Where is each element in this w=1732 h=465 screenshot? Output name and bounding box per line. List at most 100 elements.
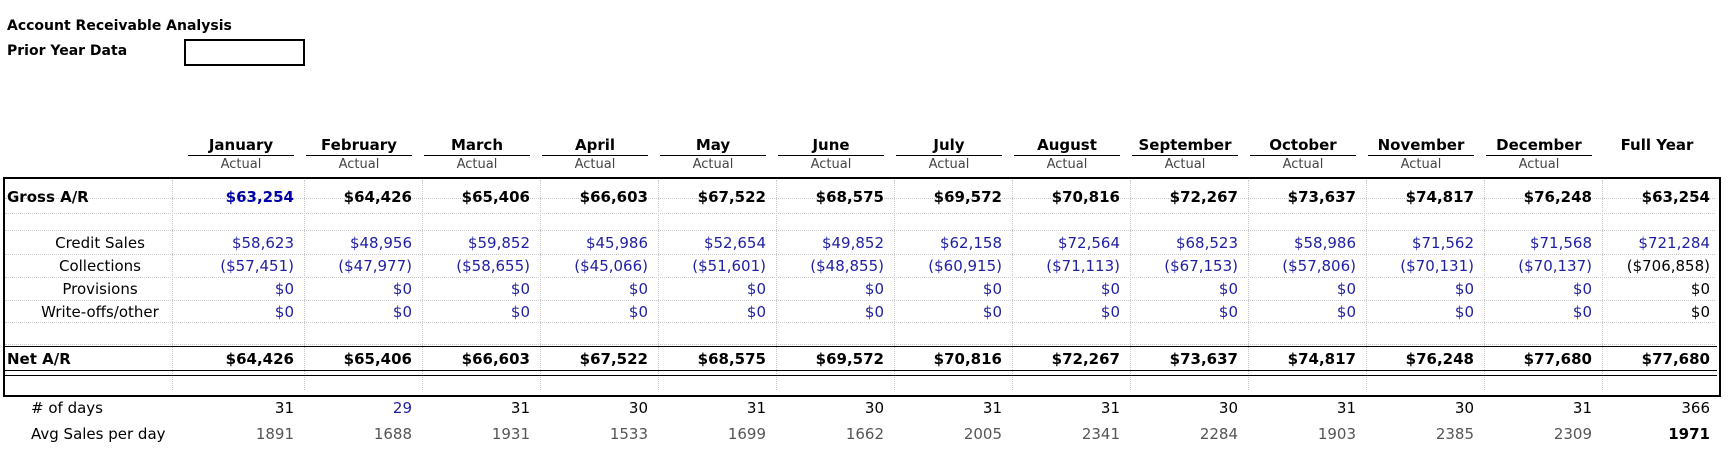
writeoffs-cell[interactable]: $0 <box>274 303 294 321</box>
credit-sales-cell[interactable]: $59,852 <box>467 234 530 252</box>
avg-sales-cell[interactable]: 2284 <box>1199 425 1238 443</box>
collections-cell[interactable]: ($71,113) <box>1046 257 1120 275</box>
collections-cell[interactable]: ($706,858) <box>1626 257 1710 275</box>
gross-cell[interactable]: $63,254 <box>1641 188 1710 206</box>
provisions-cell[interactable]: $0 <box>510 280 530 298</box>
avg-sales-cell[interactable]: 2385 <box>1435 425 1474 443</box>
provisions-cell[interactable]: $0 <box>628 280 648 298</box>
provisions-cell[interactable]: $0 <box>1454 280 1474 298</box>
gross-cell[interactable]: $64,426 <box>343 188 412 206</box>
gross-cell[interactable]: $76,248 <box>1523 188 1592 206</box>
gross-cell[interactable]: $74,817 <box>1405 188 1474 206</box>
writeoffs-cell[interactable]: $0 <box>1572 303 1592 321</box>
writeoffs-cell[interactable]: $0 <box>1454 303 1474 321</box>
days-cell[interactable]: 366 <box>1681 399 1710 417</box>
days-cell[interactable]: 31 <box>746 399 766 417</box>
column-header[interactable]: May <box>695 136 731 154</box>
days-cell[interactable]: 31 <box>274 399 294 417</box>
writeoffs-cell[interactable]: $0 <box>1690 303 1710 321</box>
days-cell[interactable]: 31 <box>1572 399 1592 417</box>
writeoffs-cell[interactable]: $0 <box>628 303 648 321</box>
avg-sales-cell[interactable]: 1662 <box>845 425 884 443</box>
prior-year-input[interactable] <box>184 39 305 66</box>
collections-cell[interactable]: ($70,137) <box>1518 257 1592 275</box>
credit-sales-cell[interactable]: $49,852 <box>821 234 884 252</box>
net-cell[interactable]: $76,248 <box>1405 350 1474 368</box>
net-cell[interactable]: $69,572 <box>815 350 884 368</box>
gross-cell[interactable]: $69,572 <box>933 188 1002 206</box>
net-cell[interactable]: $67,522 <box>579 350 648 368</box>
writeoffs-cell[interactable]: $0 <box>510 303 530 321</box>
collections-cell[interactable]: ($45,066) <box>574 257 648 275</box>
days-cell[interactable]: 31 <box>510 399 530 417</box>
net-cell[interactable]: $66,603 <box>461 350 530 368</box>
gross-cell[interactable]: $63,254 <box>225 188 294 206</box>
avg-sales-cell[interactable]: 1931 <box>491 425 530 443</box>
gross-cell[interactable]: $67,522 <box>697 188 766 206</box>
collections-cell[interactable]: ($57,451) <box>220 257 294 275</box>
column-header[interactable]: January <box>208 136 274 154</box>
avg-sales-cell[interactable]: 1699 <box>727 425 766 443</box>
writeoffs-cell[interactable]: $0 <box>982 303 1002 321</box>
avg-sales-cell[interactable]: 2309 <box>1553 425 1592 443</box>
provisions-cell[interactable]: $0 <box>746 280 766 298</box>
avg-sales-cell[interactable]: 2005 <box>963 425 1002 443</box>
provisions-cell[interactable]: $0 <box>392 280 412 298</box>
credit-sales-cell[interactable]: $71,562 <box>1411 234 1474 252</box>
column-header[interactable]: February <box>321 136 397 154</box>
writeoffs-cell[interactable]: $0 <box>1218 303 1238 321</box>
days-cell[interactable]: 29 <box>392 399 412 417</box>
avg-sales-cell[interactable]: 1891 <box>255 425 294 443</box>
provisions-cell[interactable]: $0 <box>274 280 294 298</box>
column-header[interactable]: September <box>1138 136 1232 154</box>
provisions-cell[interactable]: $0 <box>982 280 1002 298</box>
provisions-cell[interactable]: $0 <box>1336 280 1356 298</box>
days-cell[interactable]: 30 <box>1454 399 1474 417</box>
collections-cell[interactable]: ($51,601) <box>692 257 766 275</box>
provisions-cell[interactable]: $0 <box>864 280 884 298</box>
column-header[interactable]: March <box>450 136 504 154</box>
net-cell[interactable]: $70,816 <box>933 350 1002 368</box>
days-cell[interactable]: 31 <box>982 399 1002 417</box>
provisions-cell[interactable]: $0 <box>1218 280 1238 298</box>
gross-cell[interactable]: $70,816 <box>1051 188 1120 206</box>
avg-sales-cell[interactable]: 1971 <box>1668 425 1710 443</box>
column-header[interactable]: April <box>574 136 616 154</box>
net-cell[interactable]: $65,406 <box>343 350 412 368</box>
column-header[interactable]: July <box>933 136 965 154</box>
credit-sales-cell[interactable]: $72,564 <box>1057 234 1120 252</box>
credit-sales-cell[interactable]: $62,158 <box>939 234 1002 252</box>
provisions-cell[interactable]: $0 <box>1690 280 1710 298</box>
provisions-cell[interactable]: $0 <box>1100 280 1120 298</box>
writeoffs-cell[interactable]: $0 <box>864 303 884 321</box>
credit-sales-cell[interactable]: $45,986 <box>585 234 648 252</box>
days-cell[interactable]: 30 <box>628 399 648 417</box>
column-header[interactable]: June <box>812 136 850 154</box>
gross-cell[interactable]: $65,406 <box>461 188 530 206</box>
avg-sales-cell[interactable]: 1688 <box>373 425 412 443</box>
days-cell[interactable]: 30 <box>1218 399 1238 417</box>
net-cell[interactable]: $68,575 <box>697 350 766 368</box>
column-header[interactable]: December <box>1496 136 1582 154</box>
writeoffs-cell[interactable]: $0 <box>1336 303 1356 321</box>
credit-sales-cell[interactable]: $58,986 <box>1293 234 1356 252</box>
net-cell[interactable]: $73,637 <box>1169 350 1238 368</box>
column-header[interactable]: November <box>1377 136 1465 154</box>
gross-cell[interactable]: $73,637 <box>1287 188 1356 206</box>
days-cell[interactable]: 31 <box>1100 399 1120 417</box>
net-cell[interactable]: $64,426 <box>225 350 294 368</box>
credit-sales-cell[interactable]: $58,623 <box>231 234 294 252</box>
net-cell[interactable]: $77,680 <box>1523 350 1592 368</box>
net-cell[interactable]: $77,680 <box>1641 350 1710 368</box>
avg-sales-cell[interactable]: 1533 <box>609 425 648 443</box>
writeoffs-cell[interactable]: $0 <box>1100 303 1120 321</box>
gross-cell[interactable]: $68,575 <box>815 188 884 206</box>
credit-sales-cell[interactable]: $71,568 <box>1529 234 1592 252</box>
collections-cell[interactable]: ($67,153) <box>1164 257 1238 275</box>
column-header[interactable]: Full Year <box>1620 136 1694 154</box>
collections-cell[interactable]: ($58,655) <box>456 257 530 275</box>
avg-sales-cell[interactable]: 2341 <box>1081 425 1120 443</box>
writeoffs-cell[interactable]: $0 <box>392 303 412 321</box>
column-header[interactable]: October <box>1269 136 1337 154</box>
collections-cell[interactable]: ($47,977) <box>338 257 412 275</box>
